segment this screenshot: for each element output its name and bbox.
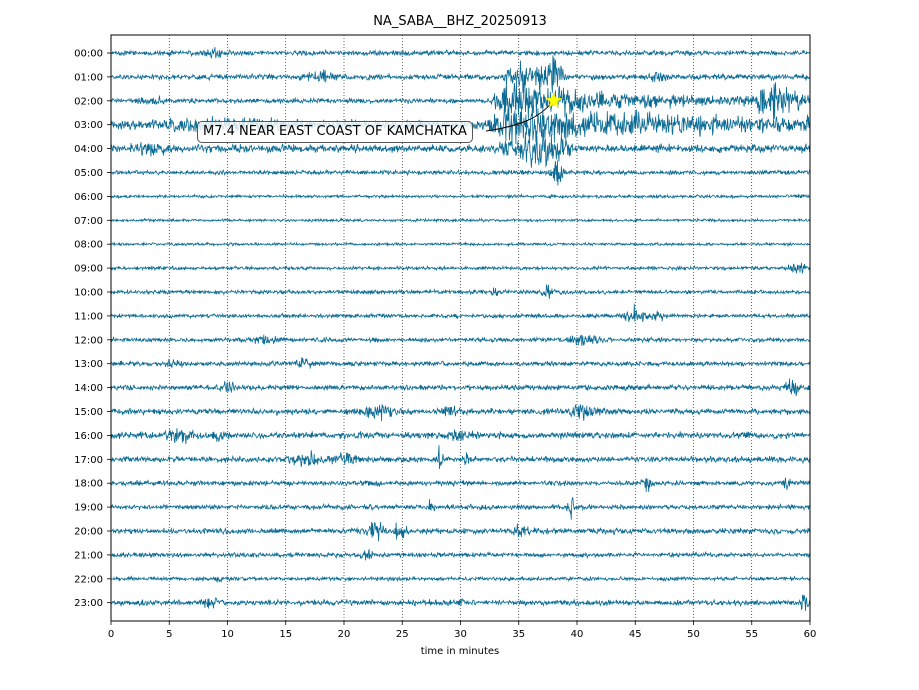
trace-line	[110, 192, 811, 200]
x-tick-label: 0	[108, 629, 114, 640]
x-tick-label: 5	[166, 629, 172, 640]
trace-line	[110, 55, 811, 93]
trace-line	[110, 521, 811, 542]
trace-line	[110, 160, 811, 186]
y-tick-label: 18:00	[74, 479, 103, 490]
trace-line	[110, 241, 811, 248]
trace-line	[110, 378, 811, 397]
y-tick-label: 05:00	[74, 168, 103, 179]
trace-line	[110, 217, 811, 224]
event-star-marker	[545, 92, 562, 108]
x-tick-label: 50	[687, 629, 700, 640]
y-tick-label: 14:00	[74, 383, 103, 394]
y-tick-label: 19:00	[74, 503, 103, 514]
trace-line	[110, 403, 811, 422]
trace-line	[110, 47, 811, 59]
trace-line	[110, 303, 811, 322]
event-annotation: M7.4 NEAR EAST COAST OF KAMCHATKA	[197, 121, 473, 143]
x-tick-label: 15	[279, 629, 292, 640]
x-tick-label: 35	[512, 629, 525, 640]
trace-line	[110, 548, 811, 561]
x-tick-label: 10	[221, 629, 234, 640]
x-tick-label: 20	[338, 629, 351, 640]
trace-line	[110, 334, 811, 346]
y-tick-label: 10:00	[74, 288, 103, 299]
y-tick-label: 07:00	[74, 216, 103, 227]
trace-line	[110, 445, 811, 470]
y-tick-label: 12:00	[74, 335, 103, 346]
trace-line	[110, 128, 811, 168]
y-tick-label: 15:00	[74, 407, 103, 418]
y-tick-label: 23:00	[74, 598, 103, 609]
x-tick-label: 45	[629, 629, 642, 640]
y-tick-label: 17:00	[74, 455, 103, 466]
trace-line	[110, 78, 811, 121]
chart-title: NA_SABA__BHZ_20250913	[373, 14, 547, 29]
y-tick-label: 09:00	[74, 264, 103, 275]
y-tick-label: 13:00	[74, 359, 103, 370]
x-axis: 0 5 10 15 20 25 30 35 40 45 50 55 60	[108, 621, 817, 640]
x-axis-label: time in minutes	[421, 646, 500, 657]
y-tick-label: 00:00	[74, 49, 103, 60]
trace-group	[110, 47, 811, 611]
y-tick-label: 06:00	[74, 192, 103, 203]
x-tick-label: 30	[454, 629, 467, 640]
y-axis: 00:00 01:00 02:00 03:00 04:00 05:00 06:00 07:00…	[74, 49, 111, 609]
trace-line	[110, 357, 811, 369]
y-tick-label: 20:00	[74, 527, 103, 538]
annotation-arrow	[485, 100, 554, 132]
trace-line	[110, 284, 811, 299]
trace-line	[110, 262, 811, 274]
y-tick-label: 16:00	[74, 431, 103, 442]
trace-line	[110, 594, 811, 611]
x-tick-label: 25	[396, 629, 409, 640]
y-tick-label: 08:00	[74, 240, 103, 251]
y-tick-label: 22:00	[74, 574, 103, 585]
y-tick-label: 04:00	[74, 144, 103, 155]
y-tick-label: 21:00	[74, 550, 103, 561]
trace-line	[110, 575, 811, 583]
x-tick-label: 60	[804, 629, 817, 640]
y-tick-label: 11:00	[74, 311, 103, 322]
x-tick-label: 40	[571, 629, 584, 640]
y-tick-label: 03:00	[74, 120, 103, 131]
trace-line	[110, 477, 811, 492]
trace-line	[110, 428, 811, 445]
x-tick-label: 55	[745, 629, 758, 640]
y-tick-label: 02:00	[74, 96, 103, 107]
y-tick-label: 01:00	[74, 72, 103, 83]
trace-line	[110, 497, 811, 520]
